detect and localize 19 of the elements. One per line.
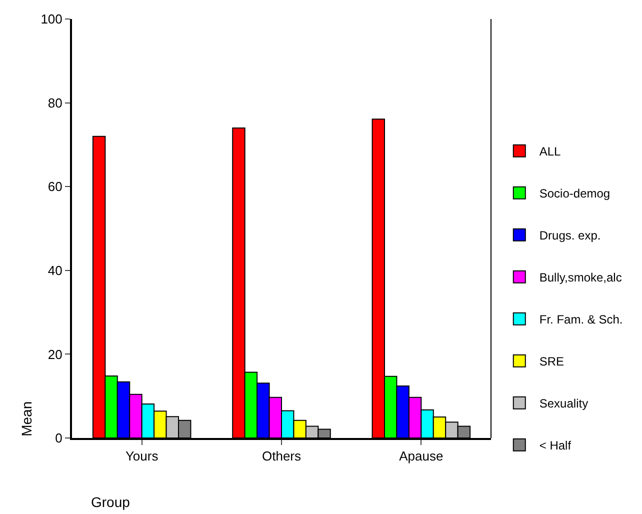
legend-label: Sexuality bbox=[539, 396, 588, 410]
legend-label: < Half bbox=[539, 438, 572, 452]
y-axis-title: Mean bbox=[18, 401, 34, 436]
y-tick-label: 60 bbox=[48, 179, 62, 194]
y-tick-label: 100 bbox=[40, 12, 62, 27]
y-tick-label: 0 bbox=[55, 430, 62, 446]
legend-label: SRE bbox=[539, 354, 564, 368]
legend-label: Drugs. exp. bbox=[539, 228, 601, 242]
legend-label: Bully,smoke,alc bbox=[539, 270, 622, 284]
legend-label: Fr. Fam. & Sch. bbox=[539, 312, 623, 326]
y-tick-label: 40 bbox=[48, 262, 62, 278]
legend-label: ALL bbox=[539, 144, 562, 158]
x-tick-label: Apause bbox=[399, 448, 444, 464]
y-tick-label: 20 bbox=[48, 346, 62, 362]
legend-label: Socio-demog bbox=[539, 186, 610, 200]
x-axis-title: Group bbox=[91, 494, 130, 510]
y-tick-label: 80 bbox=[48, 95, 62, 110]
x-tick-label: Yours bbox=[125, 448, 159, 464]
x-tick-label: Others bbox=[262, 448, 302, 464]
